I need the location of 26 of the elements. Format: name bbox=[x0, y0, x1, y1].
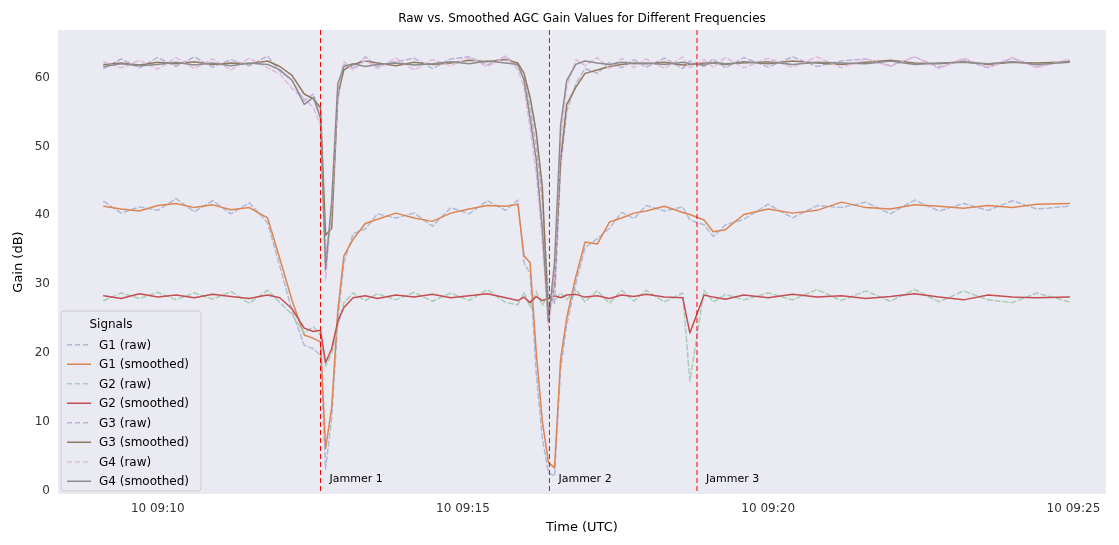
x-tick-label: 10 09:25 bbox=[1046, 501, 1101, 515]
legend-label: G3 (smoothed) bbox=[99, 435, 190, 450]
legend-label: G2 (smoothed) bbox=[99, 396, 190, 411]
y-tick-label: 10 bbox=[34, 414, 50, 429]
legend-label: G1 (raw) bbox=[99, 337, 152, 352]
y-tick-label: 0 bbox=[42, 482, 50, 497]
legend-label: G1 (smoothed) bbox=[99, 357, 190, 372]
legend-label: G2 (raw) bbox=[99, 376, 152, 391]
y-tick-label: 50 bbox=[34, 138, 50, 153]
x-tick-label: 10 09:15 bbox=[436, 501, 490, 515]
legend-label: G4 (raw) bbox=[99, 454, 152, 469]
ref-line-label: Jammer 2 bbox=[557, 472, 612, 485]
legend-label: G3 (raw) bbox=[99, 415, 152, 430]
y-tick-label: 60 bbox=[34, 69, 50, 84]
y-axis-title: Gain (dB) bbox=[10, 231, 25, 293]
y-tick-label: 30 bbox=[34, 276, 50, 291]
y-tick-label: 40 bbox=[34, 207, 50, 222]
x-axis-title: Time (UTC) bbox=[545, 519, 618, 534]
legend-title: Signals bbox=[89, 317, 133, 331]
y-tick-label: 20 bbox=[34, 345, 50, 360]
x-tick-label: 10 09:10 bbox=[130, 501, 185, 515]
ref-line-label: Jammer 1 bbox=[328, 472, 383, 485]
x-tick-label: 10 09:20 bbox=[741, 501, 796, 515]
ref-line-label: Jammer 3 bbox=[704, 472, 760, 485]
legend-label: G4 (smoothed) bbox=[99, 474, 190, 489]
chart-title: Raw vs. Smoothed AGC Gain Values for Different Frequencies bbox=[398, 11, 766, 25]
